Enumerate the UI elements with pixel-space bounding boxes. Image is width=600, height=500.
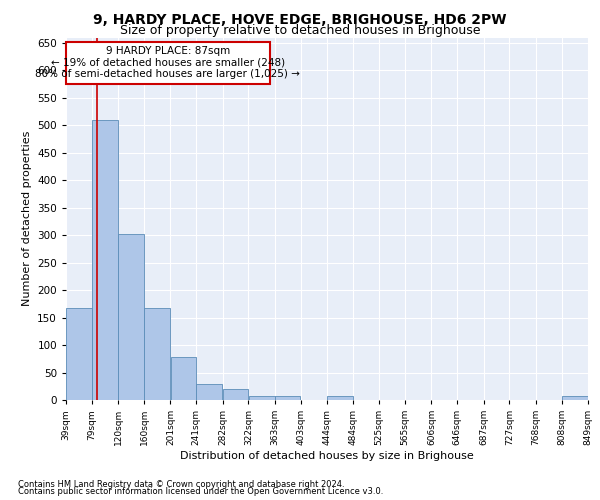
Text: 9 HARDY PLACE: 87sqm: 9 HARDY PLACE: 87sqm [106,46,230,56]
Bar [66,308,92,400]
Text: 80% of semi-detached houses are larger (1,025) →: 80% of semi-detached houses are larger (… [35,69,300,79]
Bar [196,384,223,400]
Bar [248,396,275,400]
Bar [118,234,144,400]
Text: Contains public sector information licensed under the Open Government Licence v3: Contains public sector information licen… [18,487,383,496]
Bar [327,396,353,400]
Bar [170,357,196,400]
Text: 9, HARDY PLACE, HOVE EDGE, BRIGHOUSE, HD6 2PW: 9, HARDY PLACE, HOVE EDGE, BRIGHOUSE, HD… [93,12,507,26]
Bar [92,120,118,400]
Text: Size of property relative to detached houses in Brighouse: Size of property relative to detached ho… [120,24,480,37]
Y-axis label: Number of detached properties: Number of detached properties [22,131,32,306]
Text: Contains HM Land Registry data © Crown copyright and database right 2024.: Contains HM Land Registry data © Crown c… [18,480,344,489]
Bar [562,396,588,400]
FancyBboxPatch shape [66,42,269,84]
X-axis label: Distribution of detached houses by size in Brighouse: Distribution of detached houses by size … [180,451,474,461]
Text: ← 19% of detached houses are smaller (248): ← 19% of detached houses are smaller (24… [51,58,285,68]
Bar [275,396,301,400]
Bar [223,389,248,400]
Bar [144,308,170,400]
